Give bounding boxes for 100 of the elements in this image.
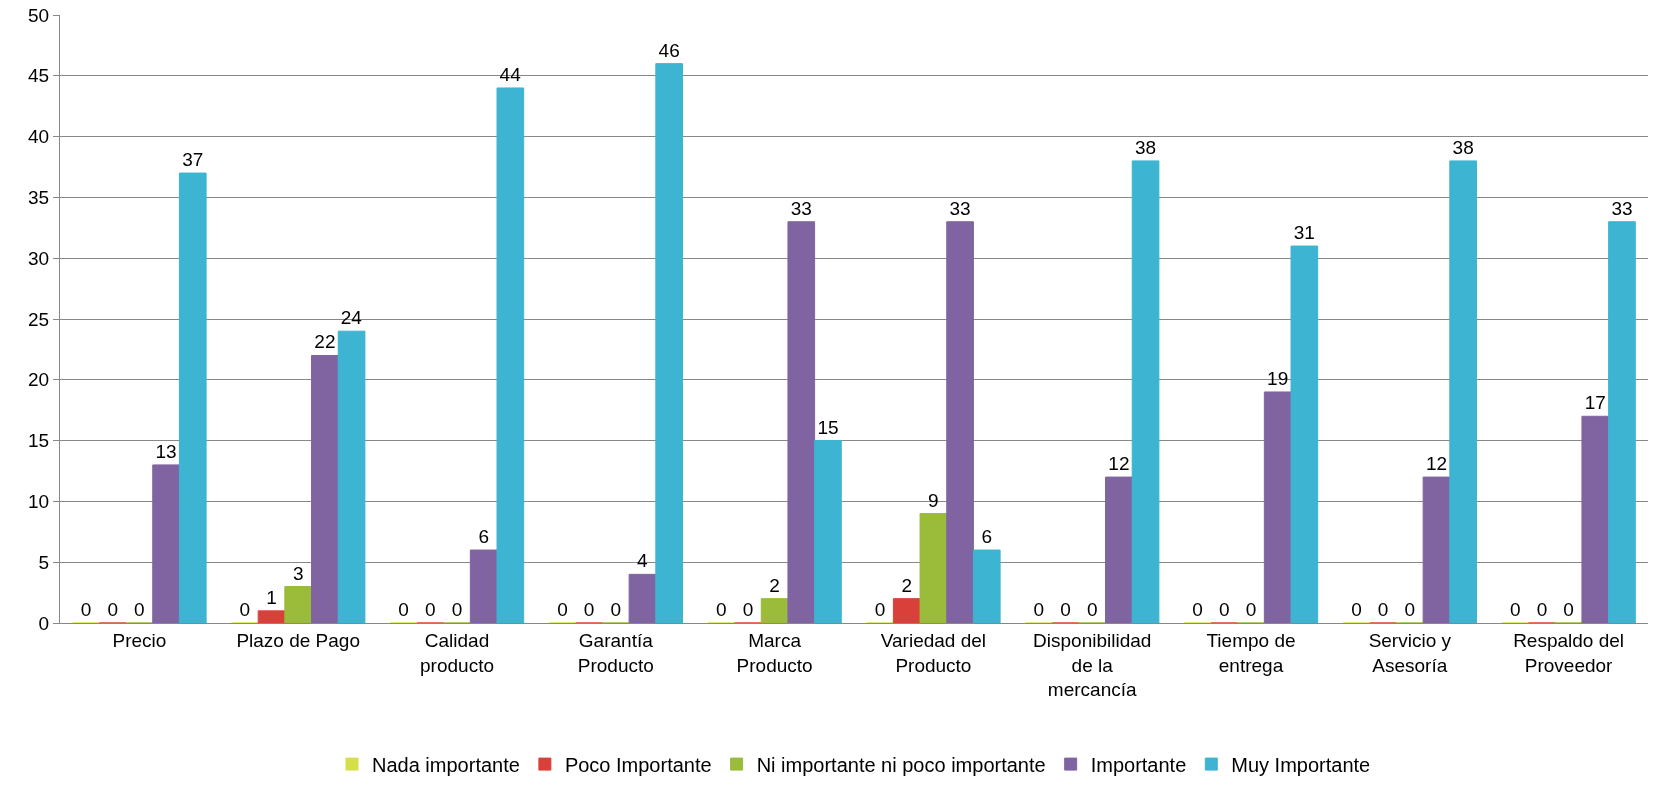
y-tick-label: 0	[38, 612, 50, 634]
data-label: 33	[790, 197, 812, 219]
bar	[1449, 160, 1477, 623]
bar	[814, 440, 842, 623]
bar	[655, 63, 683, 623]
bar	[469, 549, 498, 623]
bar	[760, 598, 789, 623]
bar	[1263, 391, 1292, 623]
data-label: 2	[901, 574, 913, 596]
data-label: 1	[266, 586, 277, 608]
bar	[919, 513, 948, 623]
data-label: 37	[182, 149, 204, 171]
bar	[787, 221, 816, 623]
data-label: 0	[398, 599, 409, 620]
data-label: 6	[478, 526, 489, 548]
bar	[311, 354, 339, 623]
data-label: 19	[1267, 367, 1289, 389]
data-label: 0	[1377, 599, 1389, 620]
data-label: 38	[1452, 136, 1474, 158]
data-label: 22	[314, 331, 336, 353]
data-label: 31	[1293, 222, 1315, 244]
y-tick-label: 30	[28, 247, 50, 269]
bar	[628, 573, 657, 623]
bar	[1131, 160, 1160, 623]
x-tick-label: Disponibilidad de la mercancía	[1033, 629, 1152, 701]
x-tick-label: Servicio y Asesoría	[1368, 629, 1452, 676]
data-label: 17	[1584, 392, 1606, 414]
legend-label: Ni importante ni poco importante	[756, 753, 1046, 776]
data-label: 0	[1192, 599, 1203, 620]
y-tick-label: 45	[28, 65, 50, 87]
x-tick-label: Respaldo del Proveedor	[1513, 629, 1625, 676]
bar	[1105, 476, 1133, 623]
bar	[337, 330, 366, 623]
data-label: 0	[715, 599, 727, 620]
legend-label: Nada importante	[372, 753, 520, 776]
y-tick-label: 40	[28, 126, 50, 148]
data-label: 4	[636, 550, 648, 572]
bar	[1581, 415, 1610, 623]
bar	[892, 598, 921, 623]
bar	[284, 586, 313, 623]
data-label: 6	[981, 526, 993, 548]
bar	[972, 549, 1001, 623]
data-label: 0	[425, 599, 436, 620]
y-tick-label: 5	[38, 551, 50, 573]
data-label: 0	[451, 599, 463, 620]
legend-label: Poco Importante	[564, 753, 712, 776]
data-label: 0	[1509, 599, 1521, 620]
data-label: 0	[134, 599, 145, 620]
x-tick-label: Variedad del Producto	[880, 629, 987, 676]
data-label: 0	[1086, 599, 1098, 620]
data-label: 0	[1563, 599, 1574, 620]
data-label: 0	[610, 599, 622, 620]
data-label: 12	[1108, 453, 1130, 475]
y-tick-label: 25	[28, 308, 50, 330]
x-tick-label: Calidad producto	[420, 629, 494, 676]
data-label: 0	[1404, 599, 1416, 620]
bar	[1290, 245, 1319, 623]
data-label: 46	[658, 39, 680, 61]
data-label: 0	[1351, 599, 1362, 620]
bar	[178, 172, 207, 623]
data-label: 0	[1536, 599, 1548, 620]
y-tick-label: 15	[28, 430, 50, 452]
x-tick-label: Marca Producto	[736, 629, 813, 676]
data-label: 0	[583, 599, 595, 620]
y-tick-label: 20	[28, 369, 50, 391]
data-label: 2	[769, 574, 780, 596]
bar	[257, 610, 286, 623]
bar	[1422, 476, 1451, 623]
legend-label: Muy Importante	[1231, 753, 1371, 776]
data-label: 13	[155, 440, 177, 462]
x-tick-label: Tiempo de entrega	[1206, 629, 1296, 676]
data-label: 0	[1219, 599, 1230, 620]
bar	[946, 221, 974, 623]
bar	[152, 464, 180, 623]
data-label: 0	[107, 599, 119, 620]
y-tick-label: 50	[28, 4, 50, 26]
data-label: 0	[1033, 599, 1045, 620]
data-label: 0	[1060, 599, 1071, 620]
data-label: 38	[1134, 136, 1157, 158]
data-label: 0	[1245, 599, 1257, 620]
data-label: 0	[874, 599, 886, 620]
bar	[496, 87, 525, 623]
data-label: 33	[949, 197, 971, 219]
y-tick-label: 35	[28, 187, 50, 209]
data-label: 15	[817, 416, 839, 438]
data-label: 24	[340, 307, 363, 329]
bar	[1608, 221, 1636, 623]
data-label: 0	[239, 599, 251, 620]
x-tick-label: Garantía Producto	[577, 629, 654, 676]
data-label: 0	[742, 599, 754, 620]
legend-label: Importante	[1090, 753, 1187, 776]
y-tick-label: 10	[28, 491, 50, 513]
data-label: 0	[557, 599, 568, 620]
x-tick-label: Precio	[112, 629, 167, 651]
data-label: 9	[928, 489, 939, 511]
x-tick-label: Plazo de Pago	[236, 629, 360, 651]
data-label: 44	[499, 63, 522, 85]
data-label: 3	[292, 562, 304, 584]
data-label: 0	[80, 599, 92, 620]
data-label: 12	[1425, 453, 1448, 475]
